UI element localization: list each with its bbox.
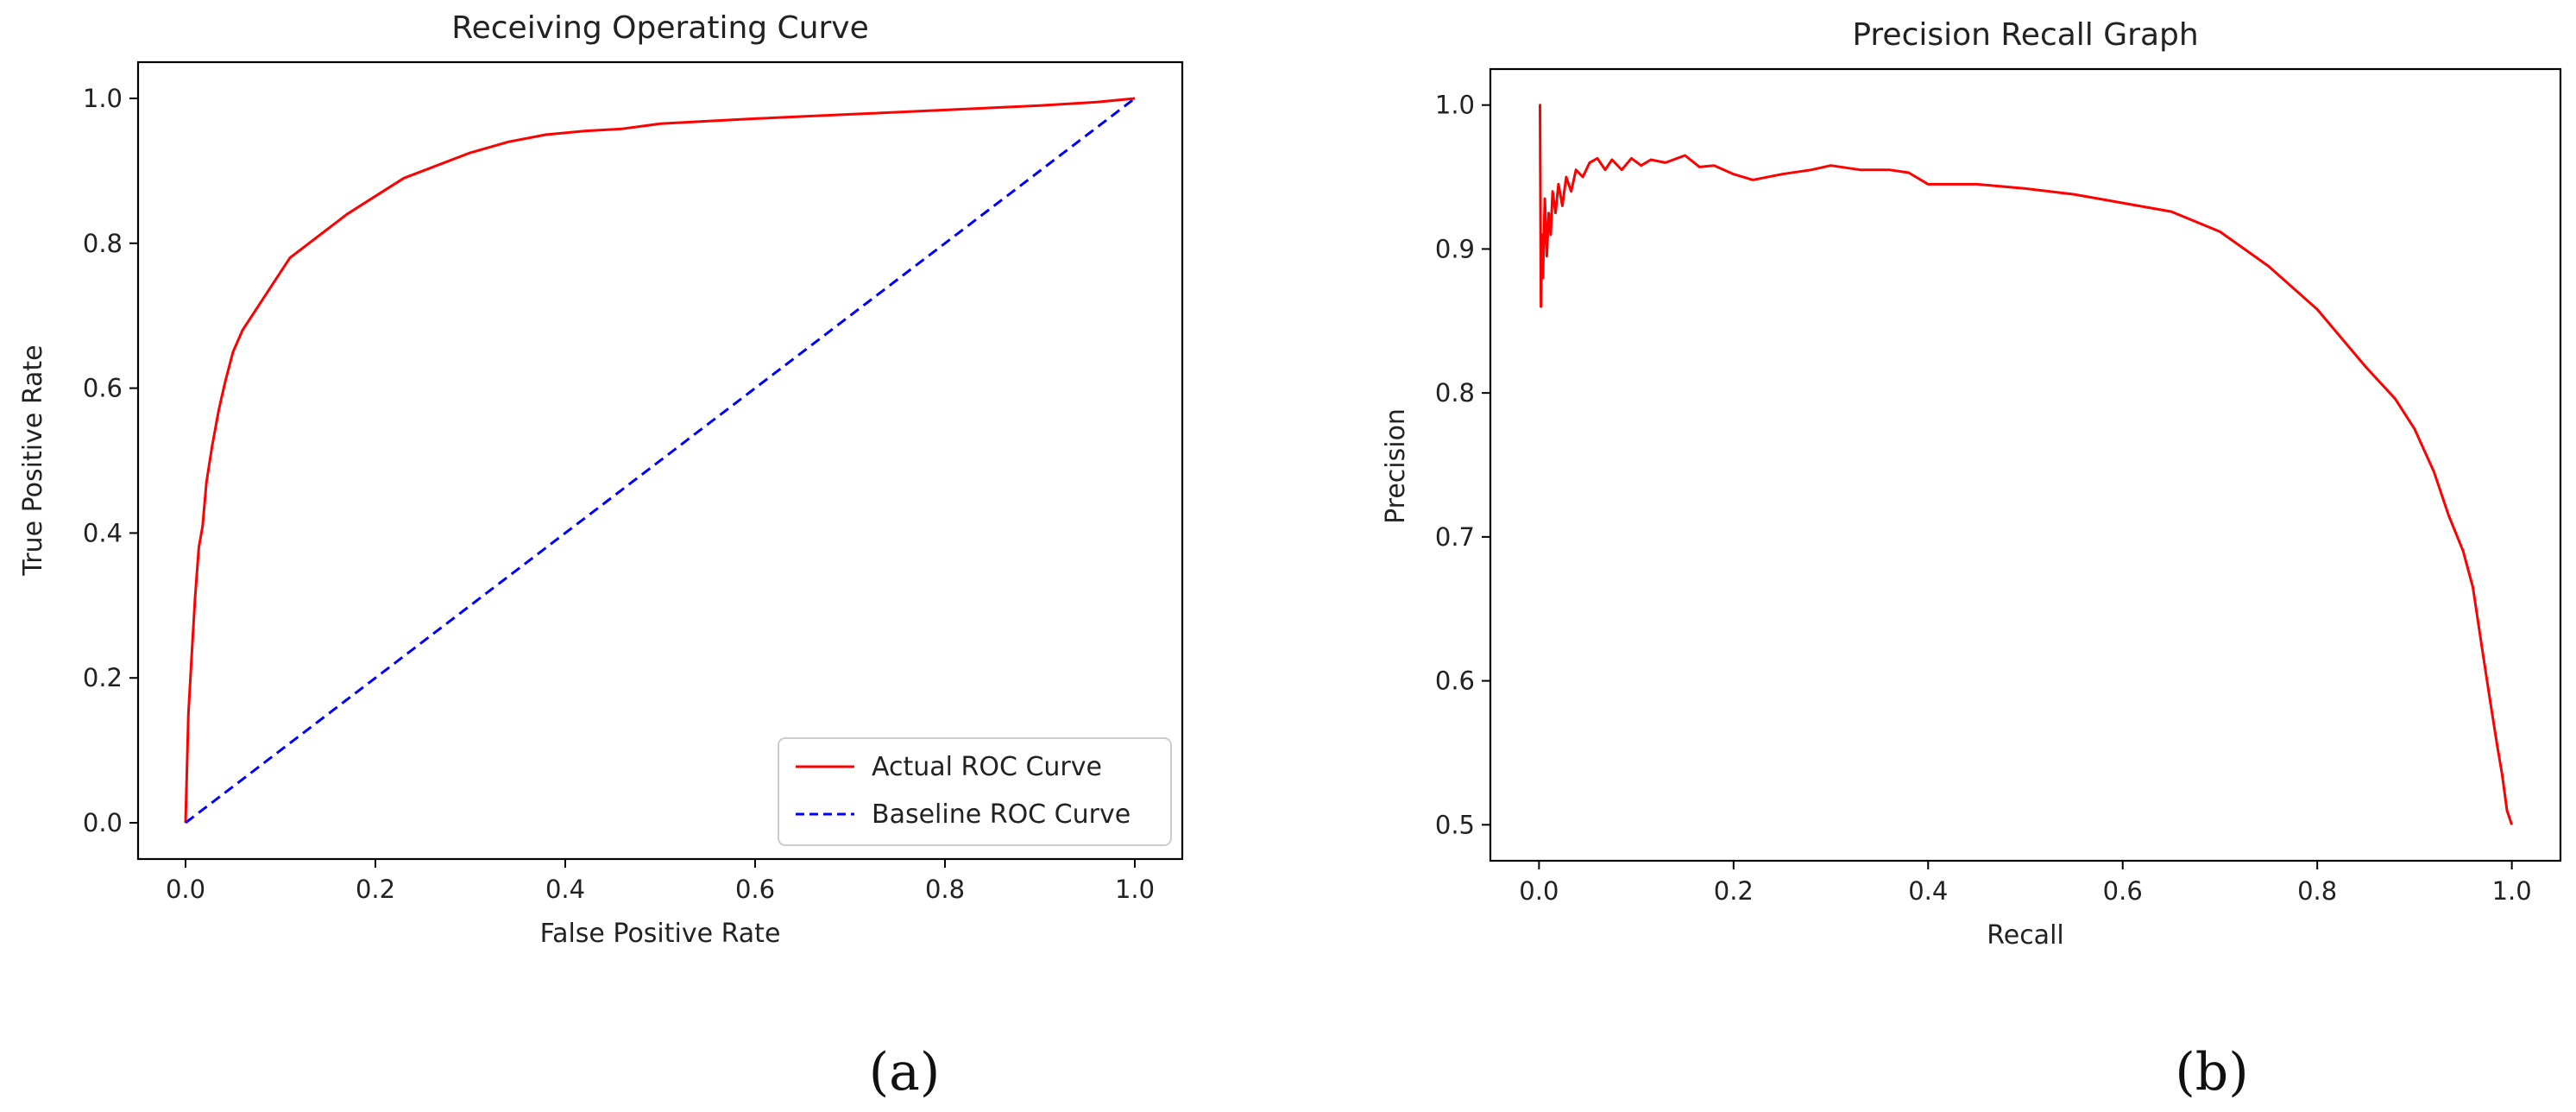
pr-x-tick-label: 0.8 — [2297, 876, 2337, 906]
roc-y-tick-label: 1.0 — [83, 84, 123, 113]
pr-x-tick-label: 1.0 — [2492, 876, 2532, 906]
roc-y-tick-label: 0.4 — [83, 518, 123, 547]
pr-y-tick-label: 0.5 — [1435, 810, 1475, 839]
pr-y-axis-label: Precision — [1381, 408, 1411, 524]
pr-x-tick-label: 0.2 — [1714, 876, 1754, 906]
pr-x-tick-label: 0.0 — [1519, 876, 1559, 906]
pr-x-axis-label: Recall — [1987, 920, 2064, 951]
roc-x-axis-label: False Positive Rate — [540, 919, 781, 949]
pr-series-precision-recall — [1539, 104, 2514, 825]
roc-y-tick-label: 0.2 — [83, 663, 123, 692]
roc-x-tick-label: 0.2 — [356, 875, 395, 904]
panel-caption-b: (b) — [2175, 1042, 2248, 1103]
roc-series-baseline-roc-curve — [185, 97, 1136, 825]
roc-x-tick-label: 0.6 — [735, 875, 775, 904]
pr-axes-frame — [1489, 67, 2562, 862]
pr-y-tick-label: 0.6 — [1435, 667, 1475, 696]
roc-axes-frame — [136, 60, 1184, 861]
roc-y-axis-label: True Positive Rate — [18, 344, 48, 576]
roc-legend-box — [778, 737, 1172, 846]
roc-x-tick-label: 0.0 — [166, 875, 205, 904]
roc-x-tick-label: 0.4 — [545, 875, 585, 904]
roc-chart-title: Receiving Operating Curve — [451, 10, 869, 46]
roc-y-tick-label: 0.8 — [83, 229, 123, 258]
roc-y-tick-label: 0.0 — [83, 808, 123, 837]
pr-y-tick-label: 1.0 — [1435, 91, 1475, 120]
roc-panel: Receiving Operating Curve 0.0 0.2 0.4 0.6 0.… — [18, 10, 1184, 949]
roc-series-actual-roc-curve — [184, 97, 1136, 824]
legend-label-baseline: Baseline ROC Curve — [872, 799, 1131, 830]
panel-caption-a: (a) — [869, 1042, 941, 1103]
pr-y-tick-label: 0.9 — [1435, 234, 1475, 263]
roc-legend: Actual ROC Curve Baseline ROC Curve — [778, 737, 1172, 846]
pr-x-tick-label: 0.4 — [1908, 876, 1948, 906]
roc-x-tick-label: 1.0 — [1115, 875, 1155, 904]
pr-y-tick-label: 0.8 — [1435, 378, 1475, 408]
roc-x-tick-label: 0.8 — [925, 875, 965, 904]
roc-y-tick-label: 0.6 — [83, 374, 123, 403]
pr-chart-title: Precision Recall Graph — [1852, 17, 2198, 53]
pr-y-tick-label: 0.7 — [1435, 522, 1475, 552]
precision-recall-panel: Precision Recall Graph 0.0 0.2 0.4 0.6 0.8 1.… — [1381, 17, 2562, 951]
legend-label-actual: Actual ROC Curve — [872, 752, 1102, 782]
pr-x-tick-label: 0.6 — [2103, 876, 2143, 906]
